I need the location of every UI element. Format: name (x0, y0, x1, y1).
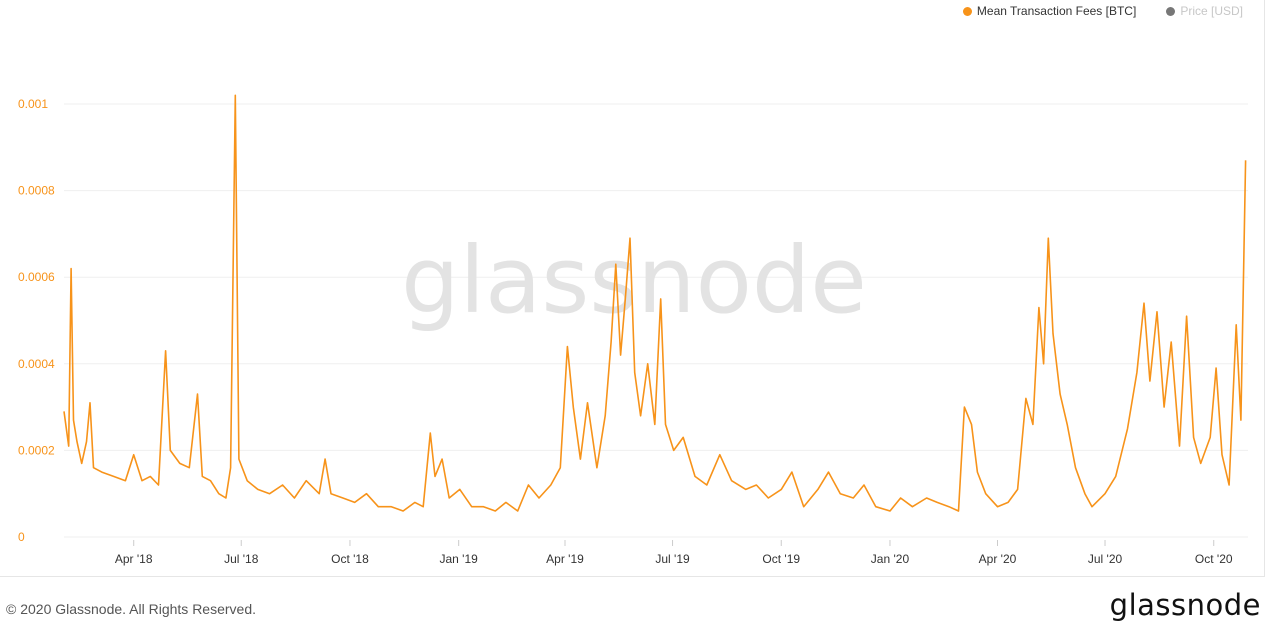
x-tick-label: Jan '19 (440, 552, 479, 566)
series-line-mean-transaction-fees (63, 94, 1247, 512)
copyright-text: © 2020 Glassnode. All Rights Reserved. (6, 601, 257, 617)
legend-marker-gray (1166, 6, 1176, 16)
line-chart: glassnode 0 0.0002 0.0004 0.0006 0.0008 0.001… (18, 94, 1248, 566)
legend-label: Price [USD] (1180, 4, 1243, 18)
x-tick-label: Oct '20 (1195, 552, 1233, 566)
x-tick-label: Apr '19 (546, 552, 584, 566)
chart-frame (0, 0, 1265, 577)
watermark: glassnode (401, 227, 867, 334)
x-tick-label: Jul '18 (224, 552, 259, 566)
x-tick-label: Jan '20 (871, 552, 910, 566)
legend: Mean Transaction Fees [BTC] Price [USD] (962, 4, 1243, 18)
legend-marker-orange (962, 6, 972, 16)
x-tick-label: Jul '19 (655, 552, 690, 566)
x-tick-label: Oct '19 (762, 552, 800, 566)
y-tick-label: 0.0004 (18, 357, 55, 371)
y-tick-label: 0 (18, 530, 25, 544)
legend-label: Mean Transaction Fees [BTC] (976, 4, 1137, 18)
x-tick-label: Jul '20 (1088, 552, 1123, 566)
y-tick-label: 0.001 (18, 97, 48, 111)
legend-item-price[interactable]: Price [USD] (1166, 4, 1243, 18)
legend-item-mean-transaction-fees[interactable]: Mean Transaction Fees [BTC] (962, 4, 1137, 18)
glassnode-logo: glassnode (1109, 588, 1261, 622)
y-axis: 0 0.0002 0.0004 0.0006 0.0008 0.001 (18, 97, 55, 544)
y-tick-label: 0.0008 (18, 184, 55, 198)
x-tick-label: Apr '18 (115, 552, 153, 566)
y-tick-label: 0.0006 (18, 270, 55, 284)
x-tick-label: Oct '18 (331, 552, 369, 566)
x-axis: Apr '18 Jul '18 Oct '18 Jan '19 Apr '19 Jul '… (115, 540, 1233, 566)
y-tick-label: 0.0002 (18, 443, 55, 457)
x-tick-label: Apr '20 (979, 552, 1017, 566)
